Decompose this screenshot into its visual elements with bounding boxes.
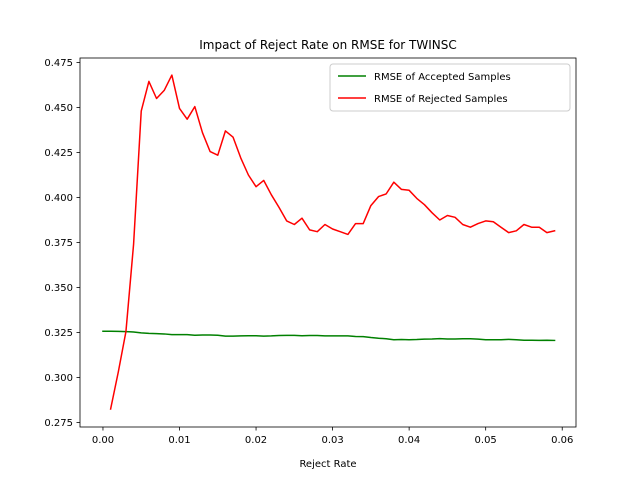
plot-frame (79, 57, 577, 428)
y-tick-label: 0.375 (44, 238, 73, 249)
y-tick-label: 0.275 (44, 418, 73, 429)
y-tick-label: 0.400 (44, 193, 73, 204)
legend-label-accepted: RMSE of Accepted Samples (374, 72, 511, 83)
series-layer (102, 74, 556, 410)
axes-layer: 0.00 0.01 0.02 0.03 0.04 0.05 0.06 0.275 0.300 0.… (44, 57, 577, 446)
series-line-rejected (109, 74, 556, 410)
series-line-accepted (102, 330, 556, 342)
y-tick-label: 0.450 (44, 103, 73, 114)
x-tick-label: 0.02 (245, 435, 267, 446)
y-tick-label: 0.350 (44, 283, 73, 294)
x-tick-label: 0.05 (475, 435, 497, 446)
x-tick-label: 0.06 (551, 435, 573, 446)
y-tick-label: 0.300 (44, 373, 73, 384)
x-axis-label: Reject Rate (299, 459, 356, 470)
x-tick-label: 0.01 (168, 435, 190, 446)
y-tick-label: 0.425 (44, 148, 73, 159)
y-tick-label: 0.475 (44, 58, 73, 69)
x-tick-label: 0.03 (321, 435, 343, 446)
x-tick-label: 0.00 (92, 435, 114, 446)
chart-title: Impact of Reject Rate on RMSE for TWINSC (199, 38, 457, 52)
legend-frame (329, 63, 571, 112)
legend: RMSE of Accepted Samples RMSE of Rejected… (329, 63, 571, 112)
y-tick-label: 0.325 (44, 328, 73, 339)
x-tick-label: 0.04 (398, 435, 420, 446)
legend-label-rejected: RMSE of Rejected Samples (374, 94, 508, 105)
